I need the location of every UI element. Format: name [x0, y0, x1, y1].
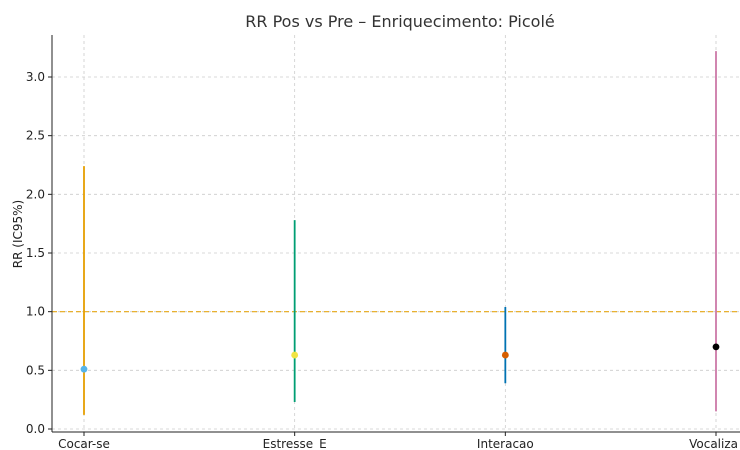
rr-point-estresse-e [291, 351, 299, 359]
rr-point-vocaliza [712, 343, 720, 351]
rr-point-cocar-se [80, 365, 88, 373]
x-tick-label: Cocar-se [58, 437, 110, 450]
y-tick-label: 3.0 [26, 70, 45, 84]
data-layer [80, 51, 720, 415]
x-tick-label: Estresse_E [263, 437, 327, 450]
x-tick-label: Vocaliza [689, 437, 738, 450]
y-tick-label: 0.0 [26, 422, 45, 436]
y-tick-label: 2.5 [26, 129, 45, 143]
y-tick-label: 1.5 [26, 246, 45, 260]
chart-title: RR Pos vs Pre – Enriquecimento: Picolé [245, 12, 555, 31]
grid-layer [52, 35, 740, 432]
x-tick-label: Interacao [477, 437, 534, 450]
y-tick-label: 0.5 [26, 363, 45, 377]
y-axis-label: RR (IC95%) [11, 200, 25, 268]
axis-layer [48, 35, 740, 436]
y-tick-label: 1.0 [26, 305, 45, 319]
rr-point-interacao [501, 351, 509, 359]
y-tick-label: 2.0 [26, 187, 45, 201]
label-layer: 0.0 0.5 1.0 1.5 2.0 2.5 3.0 Cocar-se Estresse_E I… [26, 70, 738, 450]
